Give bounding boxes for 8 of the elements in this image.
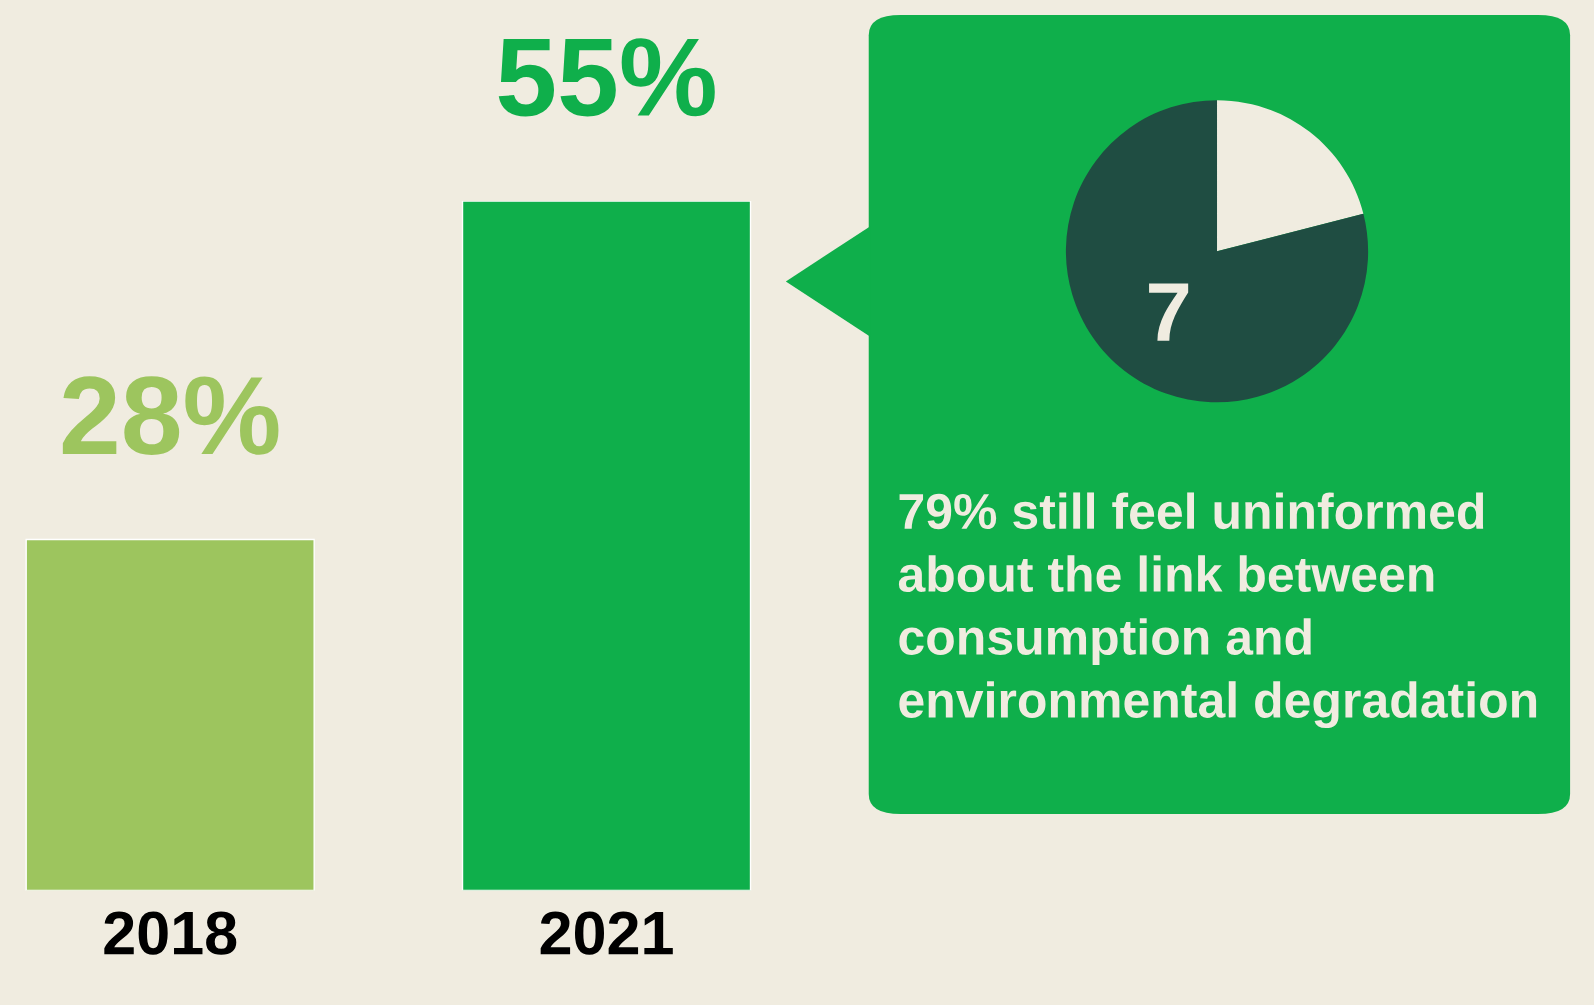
pie-slice xyxy=(1065,100,1369,403)
data-label: 55% xyxy=(498,38,715,117)
x-tick-label: 2021 xyxy=(540,911,673,955)
x-tick-label: 2018 xyxy=(104,911,237,955)
text: 7 xyxy=(1149,283,1189,341)
data-label: 28% xyxy=(62,376,279,455)
text: 79% still feel uninformed about the link between consumption and environmental degradation xyxy=(898,492,1537,729)
pie-slice xyxy=(1217,100,1364,252)
